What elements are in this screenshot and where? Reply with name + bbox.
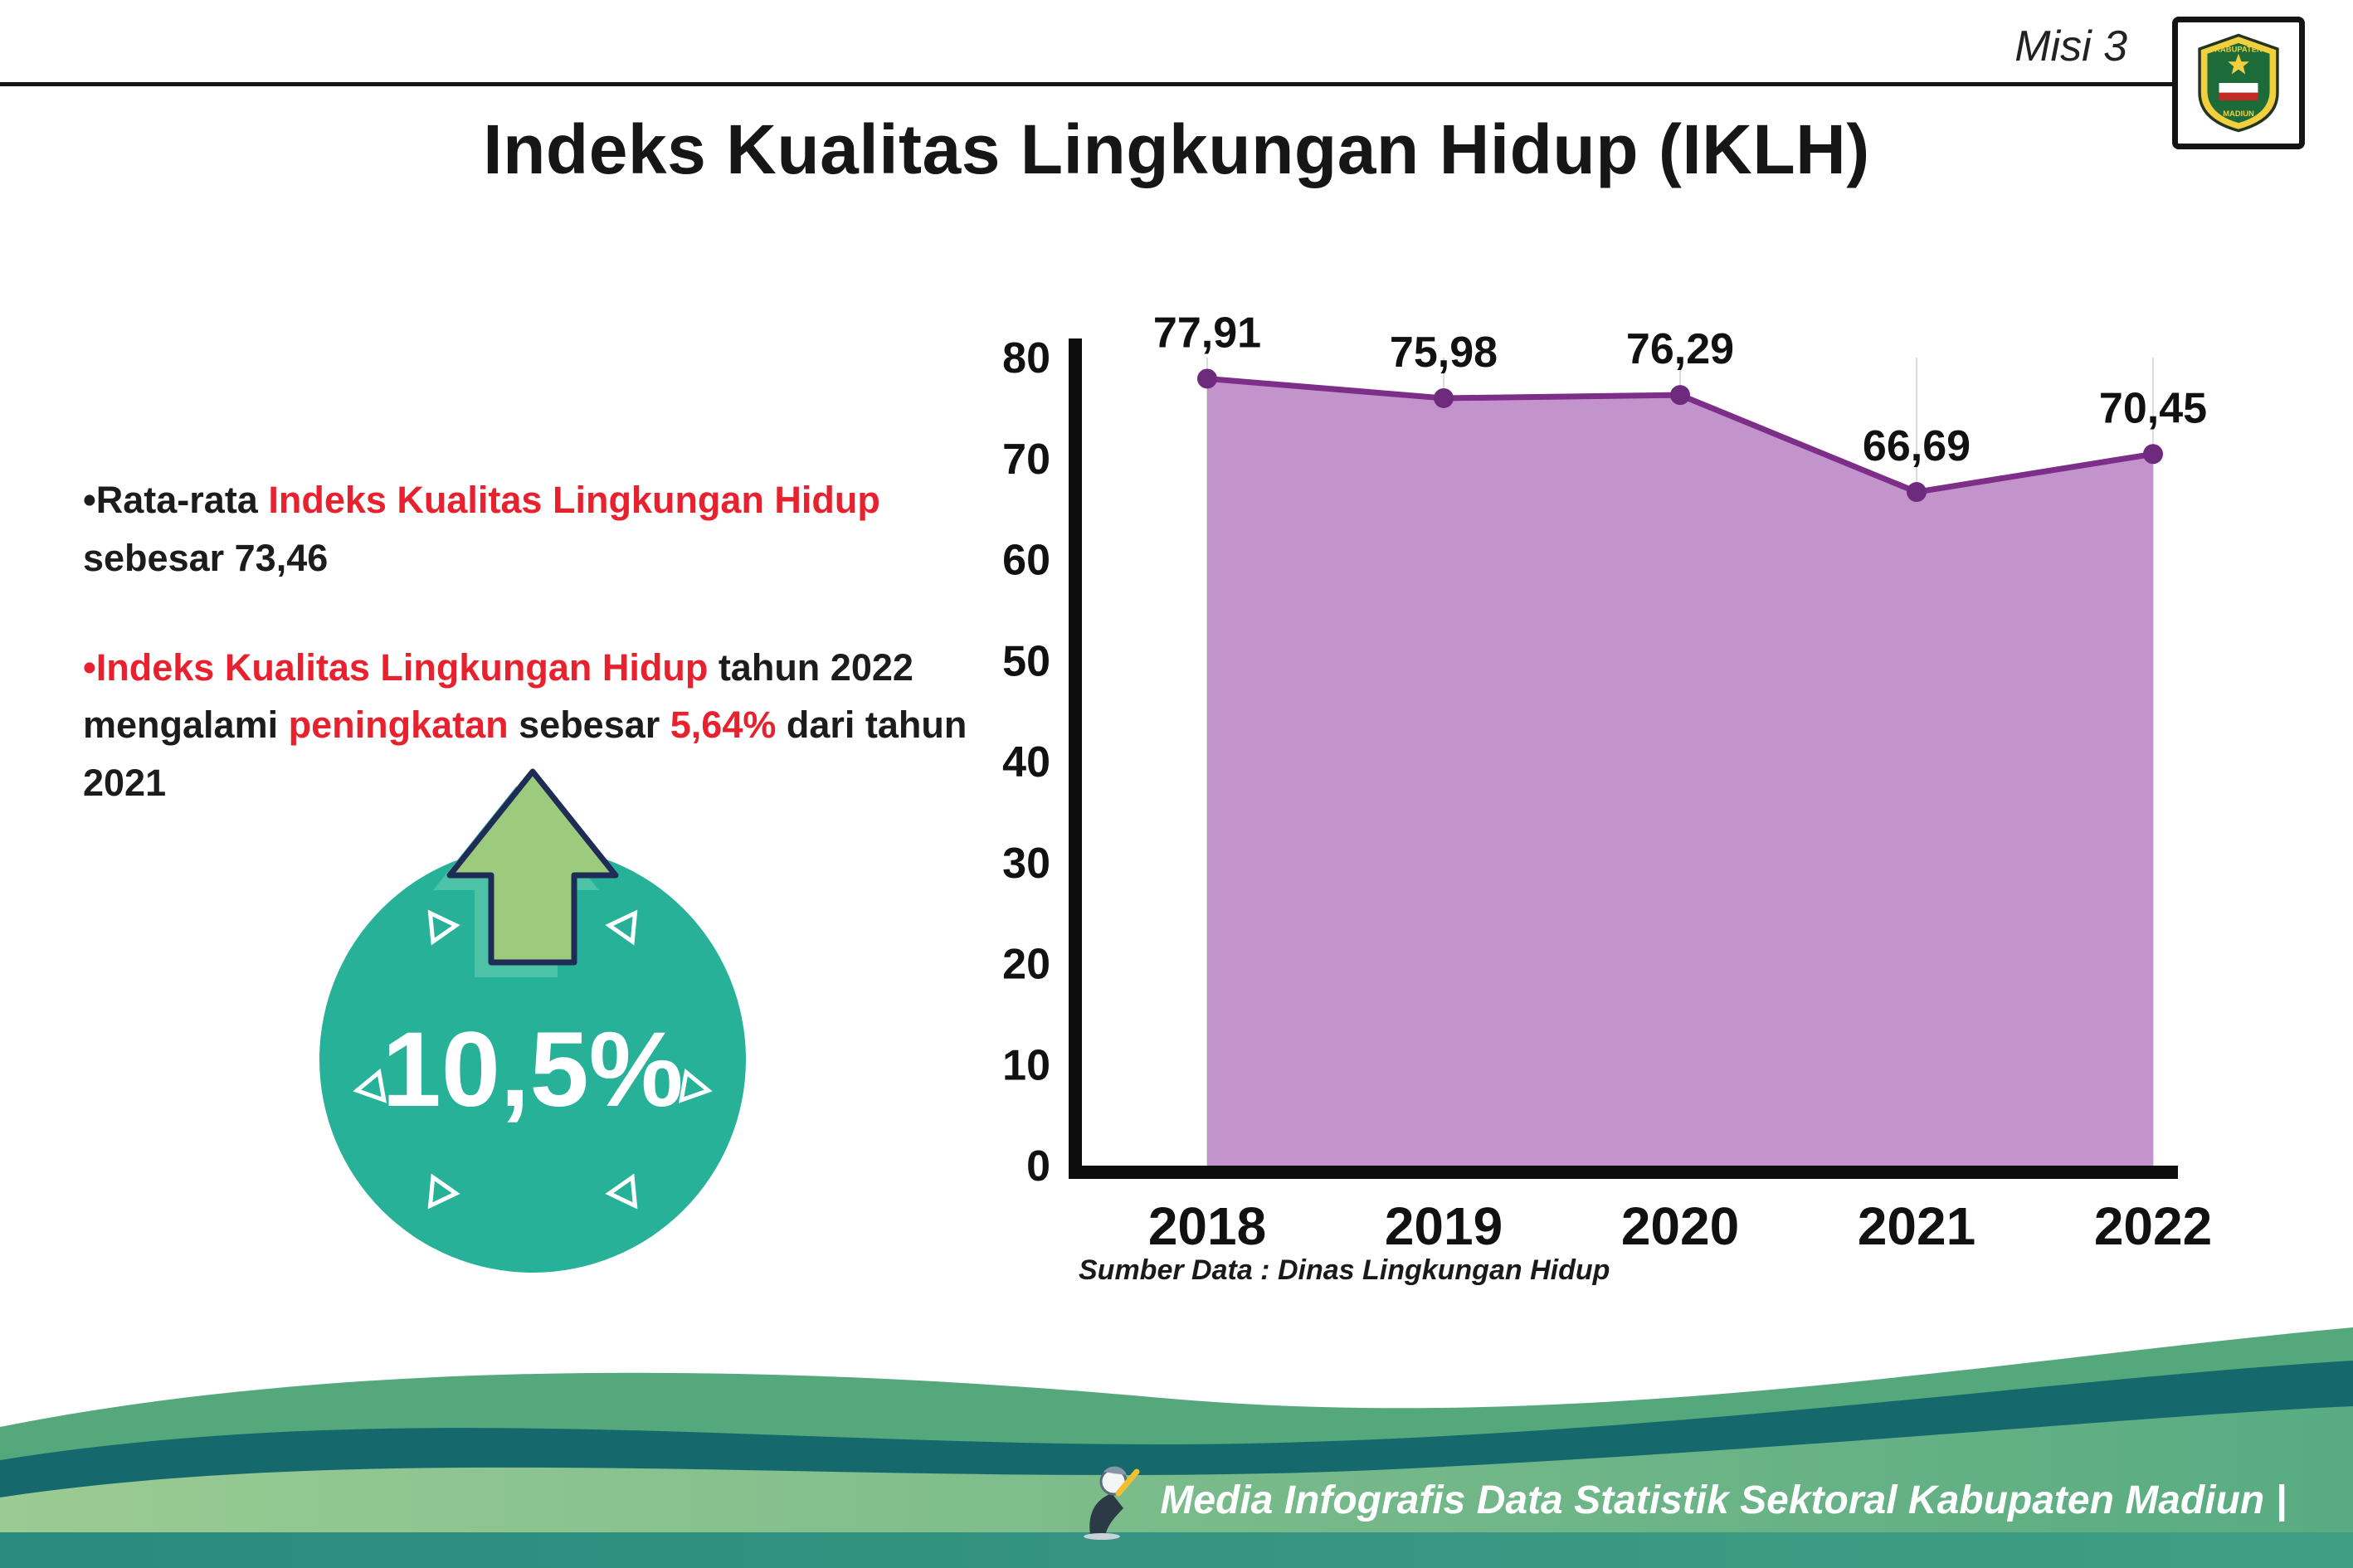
up-arrow-icon: [446, 768, 619, 966]
bullet1-text-red: Indeks Kualitas Lingkungan Hidup: [268, 479, 880, 521]
iklh-area-chart: 0 10 20 30 40 50 60 70 80 2018 2019 2020 2021 2022 77,…: [1002, 309, 2212, 1256]
bullet2-text-black3: dari tahun 2021: [83, 704, 967, 804]
header-divider-line: [0, 82, 2180, 86]
y-tick-label: 10: [1002, 1041, 1050, 1089]
badge-tick-triangles: [353, 909, 713, 1210]
data-point: [1670, 385, 1690, 406]
x-tick-label: 2019: [1385, 1196, 1503, 1256]
y-tick-label: 20: [1002, 941, 1050, 989]
y-tick-label: 40: [1002, 738, 1050, 786]
value-label: 75,98: [1390, 329, 1498, 377]
x-axis: [1069, 1166, 2178, 1179]
bullet2-text-black2: sebesar: [508, 704, 670, 747]
misi-label: Misi 3: [2014, 22, 2127, 71]
logo-top-text: KABUPATEN: [2214, 45, 2263, 53]
value-label: 76,29: [1626, 325, 1734, 373]
value-label: 77,91: [1153, 309, 1261, 357]
x-tick-label: 2021: [1858, 1196, 1975, 1256]
value-label: 70,45: [2099, 384, 2207, 432]
data-point: [2143, 444, 2163, 465]
page-title: Indeks Kualitas Lingkungan Hidup (IKLH): [483, 110, 1870, 188]
increase-percentage-value: 10,5%: [382, 1010, 684, 1129]
y-tick-label: 70: [1002, 436, 1050, 484]
kabupaten-madiun-logo: KABUPATEN MADIUN: [2172, 17, 2305, 149]
x-tick-label: 2020: [1621, 1196, 1739, 1256]
footer-bottom-strip: [0, 1532, 2353, 1568]
bullet-iklh-increase: •Indeks Kualitas Lingkungan Hidup tahun …: [83, 639, 971, 812]
increase-badge: 10,5%: [319, 768, 746, 1273]
y-axis: [1069, 338, 1082, 1179]
y-tick-label: 60: [1002, 537, 1050, 585]
bullet2-text-red1: •Indeks Kualitas Lingkungan Hidup: [83, 645, 709, 689]
y-tick-label: 30: [1002, 840, 1050, 888]
data-point: [1197, 368, 1217, 389]
wave-light-green: [0, 1406, 2353, 1568]
data-point: [1907, 482, 1927, 503]
area-fill: [1207, 378, 2153, 1166]
bullet2-text-black1: tahun 2022 mengalami: [83, 645, 913, 747]
bullet2-text-red3: 5,64%: [670, 704, 777, 747]
x-tick-label: 2018: [1148, 1196, 1266, 1256]
bullet1-text-black2: sebesar 73,46: [83, 536, 329, 579]
iklh-chart-container: 0 10 20 30 40 50 60 70 80 2018 2019 2020 2021 2022 77,…: [962, 299, 2290, 1344]
kabupaten-madiun-crest-icon: KABUPATEN MADIUN: [2198, 33, 2279, 133]
key-findings-list: •Rata-rata Indeks Kualitas Lingkungan Hi…: [83, 471, 971, 864]
data-source-note: Sumber Data : Dinas Lingkungan Hidup: [1079, 1254, 1610, 1286]
mascot-icon: [1084, 1466, 1140, 1540]
badge-circle: [319, 846, 746, 1273]
value-label: 66,69: [1863, 422, 1971, 470]
y-tick-label: 50: [1002, 637, 1050, 685]
footer-waves: [0, 1327, 2353, 1568]
data-point: [1434, 387, 1454, 408]
y-tick-label: 0: [1026, 1142, 1050, 1191]
logo-bottom-text: MADIUN: [2223, 110, 2254, 118]
x-tick-label: 2022: [2094, 1196, 2212, 1256]
footer-credit-text: Media Infografis Data Statistik Sektoral…: [1160, 1478, 2287, 1522]
bullet2-text-red2: peningkatan: [288, 704, 509, 747]
bullet-average-iklh: •Rata-rata Indeks Kualitas Lingkungan Hi…: [83, 471, 971, 587]
y-tick-label: 80: [1002, 334, 1050, 382]
footer-credit: Media Infografis Data Statistik Sektoral…: [1065, 1460, 2287, 1540]
bullet1-text-black: •Rata-rata: [83, 479, 269, 521]
